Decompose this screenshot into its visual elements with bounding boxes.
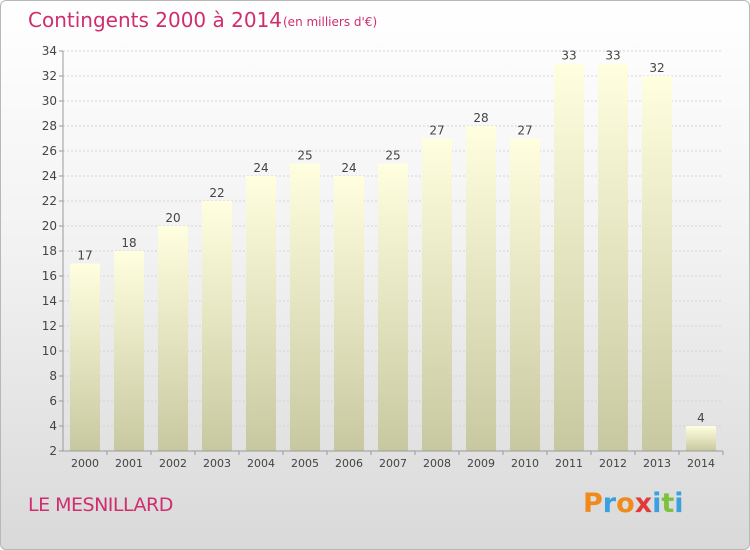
x-tick-label: 2011 xyxy=(555,457,583,470)
y-tick-label: 32 xyxy=(42,69,57,83)
x-tick-label: 2000 xyxy=(71,457,99,470)
data-label: 27 xyxy=(429,124,444,138)
bar xyxy=(466,126,496,451)
data-label: 22 xyxy=(209,186,224,200)
bar xyxy=(70,263,100,451)
logo-letter: x xyxy=(634,488,653,519)
y-tick-label: 34 xyxy=(42,44,57,58)
x-tick-label: 2003 xyxy=(203,457,231,470)
data-label: 20 xyxy=(165,211,180,225)
y-tick-label: 30 xyxy=(42,94,57,108)
data-label: 25 xyxy=(385,149,400,163)
y-tick-label: 2 xyxy=(49,444,57,458)
x-tick-label: 2002 xyxy=(159,457,187,470)
data-label: 32 xyxy=(649,61,664,75)
bar xyxy=(510,138,540,451)
logo-letter: t xyxy=(661,488,675,519)
data-label: 33 xyxy=(605,49,620,63)
data-label: 33 xyxy=(561,49,576,63)
x-tick-label: 2013 xyxy=(643,457,671,470)
x-tick-label: 2007 xyxy=(379,457,407,470)
logo-letter: r xyxy=(602,488,617,519)
data-label: 27 xyxy=(517,124,532,138)
x-axis-ticks: 2000 2001 2002 2003 2004 2005 2006 2007 2008 2009… xyxy=(71,451,724,470)
y-tick-label: 16 xyxy=(42,269,57,283)
data-label: 18 xyxy=(121,236,136,250)
x-tick-label: 2008 xyxy=(423,457,451,470)
bar xyxy=(334,176,364,451)
y-tick-label: 18 xyxy=(42,244,57,258)
place-name: LE MESNILLARD xyxy=(28,494,173,516)
x-tick-label: 2010 xyxy=(511,457,539,470)
y-tick-label: 20 xyxy=(42,219,57,233)
y-tick-label: 10 xyxy=(42,344,57,358)
y-tick-label: 8 xyxy=(49,369,57,383)
bar xyxy=(378,163,408,451)
bar xyxy=(554,63,584,451)
bar xyxy=(202,201,232,451)
data-labels: 17 18 20 22 24 25 24 25 27 28 27 33 33 32 4 xyxy=(77,49,704,426)
y-tick-label: 26 xyxy=(42,144,57,158)
y-tick-label: 28 xyxy=(42,119,57,133)
data-label: 24 xyxy=(341,161,356,175)
bars xyxy=(70,63,716,451)
x-tick-label: 2014 xyxy=(687,457,715,470)
y-tick-label: 4 xyxy=(49,419,57,433)
data-label: 25 xyxy=(297,149,312,163)
x-tick-label: 2004 xyxy=(247,457,275,470)
x-tick-label: 2009 xyxy=(467,457,495,470)
chart-subtitle: (en milliers d'€) xyxy=(283,15,377,29)
y-tick-label: 24 xyxy=(42,169,57,183)
logo-letter: P xyxy=(583,488,603,519)
y-tick-label: 6 xyxy=(49,394,57,408)
data-label: 24 xyxy=(253,161,268,175)
y-tick-label: 14 xyxy=(42,294,57,308)
x-tick-label: 2005 xyxy=(291,457,319,470)
x-tick-label: 2012 xyxy=(599,457,627,470)
y-tick-label: 22 xyxy=(42,194,57,208)
proxiti-logo: Proxiti xyxy=(583,488,684,519)
chart-title: Contingents 2000 à 2014 xyxy=(28,8,282,32)
logo-letter: i xyxy=(652,488,662,519)
bar xyxy=(246,176,276,451)
bar xyxy=(598,63,628,451)
bar xyxy=(114,251,144,451)
x-tick-label: 2006 xyxy=(335,457,363,470)
bar xyxy=(290,163,320,451)
bar xyxy=(642,76,672,451)
bar xyxy=(422,138,452,451)
x-tick-label: 2001 xyxy=(115,457,143,470)
data-label: 28 xyxy=(473,111,488,125)
logo-letter: i xyxy=(674,488,684,519)
y-tick-label: 12 xyxy=(42,319,57,333)
data-label: 17 xyxy=(77,249,92,263)
bar xyxy=(158,226,188,451)
data-label: 4 xyxy=(697,411,705,425)
bar xyxy=(686,426,716,451)
logo-letter: o xyxy=(616,488,635,519)
